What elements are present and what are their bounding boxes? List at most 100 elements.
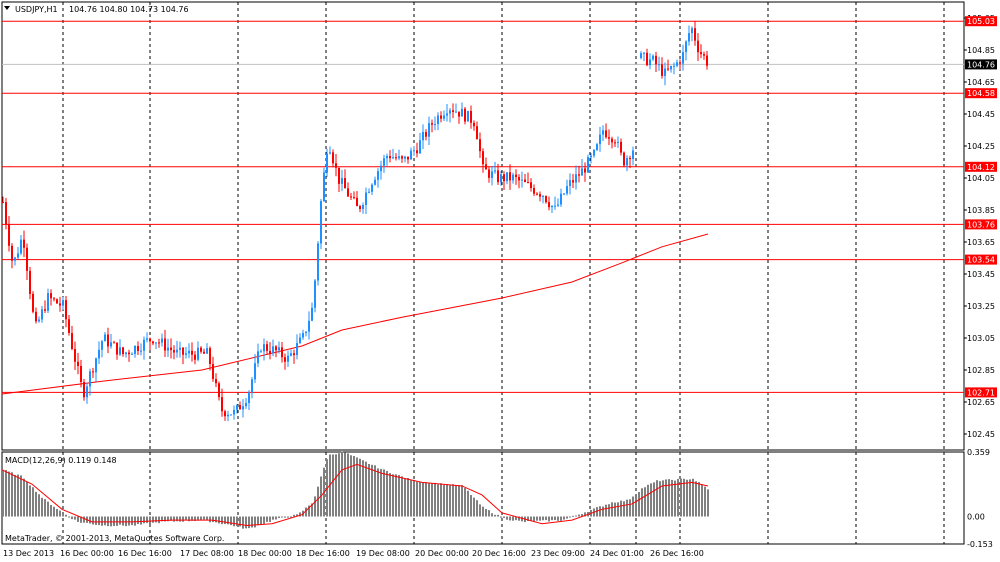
macd-bar (548, 516, 550, 522)
macd-bar (281, 516, 283, 518)
candle-body (311, 307, 313, 321)
candle-body (317, 243, 319, 281)
macd-bar (317, 486, 319, 517)
macd-bar (332, 454, 334, 517)
macd-bar (53, 506, 55, 517)
macd-bar (470, 495, 472, 517)
macd-bar (23, 478, 25, 517)
price-tick-label: 102.85 (967, 366, 995, 375)
copyright-text: MetaTrader, © 2001-2013, MetaQuotes Soft… (5, 534, 224, 543)
candle-body (353, 197, 355, 199)
macd-bar (290, 516, 292, 518)
candle-body (395, 157, 397, 159)
candle-body (143, 339, 145, 351)
macd-bar (566, 516, 568, 519)
candle-body (515, 174, 517, 177)
macd-bar (497, 514, 499, 517)
macd-bar (647, 484, 649, 517)
candle-body (68, 319, 70, 334)
candle-body (197, 347, 199, 360)
macd-bar (113, 516, 115, 527)
candle-body (269, 350, 271, 354)
candle-body (47, 293, 49, 311)
candle-body (667, 68, 669, 70)
candle-body (17, 253, 19, 258)
candle-body (263, 344, 265, 352)
macd-bar (5, 470, 7, 517)
candle-body (407, 156, 409, 160)
candle-body (401, 156, 403, 159)
candle-body (658, 64, 660, 66)
macd-bar (602, 506, 604, 517)
candle-body (691, 28, 693, 34)
ma-line (1, 233, 709, 395)
candle-body (23, 239, 25, 248)
candle-body (107, 334, 109, 347)
candle-body (551, 205, 553, 208)
level-tag-label: 103.76 (967, 220, 995, 229)
macd-bar (155, 516, 157, 523)
time-label: 18 Dec 16:00 (296, 549, 350, 558)
candle-body (685, 41, 687, 53)
candle-body (470, 110, 472, 123)
candle-body (329, 152, 331, 154)
macd-bar (35, 491, 37, 517)
candle-body (56, 299, 58, 304)
macd-bar (683, 478, 685, 517)
macd-bar (617, 502, 619, 517)
macd-bar (56, 508, 58, 517)
macd-label: MACD(12,26,9) 0.119 0.148 (5, 456, 117, 465)
macd-bar (248, 516, 250, 529)
candle-body (344, 178, 346, 189)
macd-bar (116, 516, 118, 526)
candle-body (688, 33, 690, 42)
candle-body (545, 196, 547, 203)
candle-body (230, 414, 232, 416)
macd-bar (614, 502, 616, 517)
candle-body (386, 156, 388, 159)
candle-body (266, 344, 268, 351)
time-label: 16 Dec 16:00 (118, 549, 172, 558)
price-tick-label: 103.45 (967, 270, 995, 279)
level-tag (965, 219, 997, 230)
macd-bar (503, 516, 505, 519)
candle-body (71, 333, 73, 349)
candle-body (110, 342, 112, 347)
candle-body (26, 247, 28, 271)
candle-body (563, 193, 565, 195)
macd-bar (581, 514, 583, 517)
time-label: 20 Dec 16:00 (472, 549, 526, 558)
candle-body (467, 110, 469, 122)
candle-body (233, 409, 235, 415)
macd-bar (401, 476, 403, 517)
horizontal-levels[interactable] (2, 20, 964, 393)
candle-body (629, 157, 631, 160)
candle-body (611, 138, 613, 143)
candle-body (299, 337, 301, 344)
macd-bar (119, 516, 121, 525)
candle-body (20, 239, 22, 254)
candle-body (257, 351, 259, 364)
candle-body (578, 174, 580, 176)
candle-body (679, 62, 681, 64)
level-tag-label: 105.03 (967, 17, 995, 26)
macd-bar (560, 516, 562, 521)
candle-body (302, 333, 304, 338)
macd-bar (611, 502, 613, 517)
macd-bar (209, 516, 211, 523)
macd-bar (554, 516, 556, 521)
macd-bar (596, 507, 598, 517)
chevron-down-icon[interactable] (4, 6, 10, 10)
candle-body (239, 405, 241, 410)
candle-body (149, 338, 151, 342)
macd-bar (152, 516, 154, 523)
macd-bar (62, 512, 64, 517)
candle-body (614, 142, 616, 144)
candle-body (703, 54, 705, 56)
macd-bar (389, 473, 391, 517)
candle-body (203, 351, 205, 354)
macd-bar (305, 507, 307, 517)
candle-body (206, 348, 208, 354)
candle-body (5, 202, 7, 225)
